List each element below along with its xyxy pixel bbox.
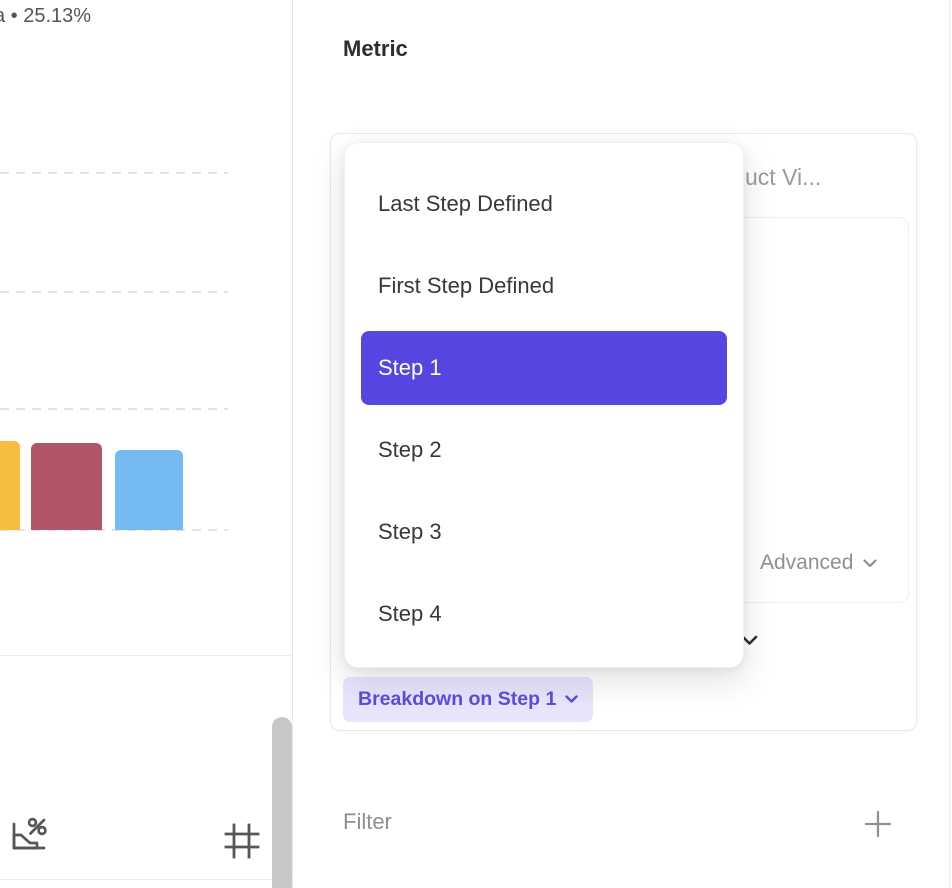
menu-item-step-2[interactable]: Step 2 (378, 437, 442, 462)
scrollbar-thumb[interactable] (272, 717, 292, 888)
advanced-label: Advanced (760, 551, 854, 574)
menu-item-last-step-defined[interactable]: Last Step Defined (378, 191, 553, 216)
menu-item-step-1[interactable]: Step 1 (361, 331, 727, 405)
menu-item-first-step-defined[interactable]: First Step Defined (378, 273, 555, 298)
funnel-bar-maroon[interactable] (31, 443, 102, 530)
chevron-down-icon (565, 695, 578, 703)
advanced-toggle[interactable]: Advanced (760, 551, 878, 575)
menu-item-step-4[interactable]: Step 4 (378, 601, 442, 626)
chart-gridline (0, 291, 228, 293)
chart-panel: a • 25.13% (0, 0, 293, 888)
funnel-bar-blue[interactable] (115, 450, 183, 530)
filter-section-title: Filter (343, 809, 392, 834)
step-dropdown: Last Step Defined First Step Defined Step … (344, 142, 744, 668)
metric-section-title: Metric (343, 36, 408, 61)
right-edge-divider (949, 0, 950, 888)
funnel-bar-yellow[interactable] (0, 441, 20, 530)
number-grid-icon[interactable] (221, 819, 263, 861)
panel-bottom-border (0, 879, 293, 880)
event-name-truncated[interactable]: uct Vi... (745, 164, 822, 190)
chart-gridline (0, 408, 228, 410)
chevron-down-icon (863, 558, 878, 567)
chart-gridline (0, 529, 228, 531)
series-legend-value: a • 25.13% (0, 5, 92, 27)
menu-item-step-3[interactable]: Step 3 (378, 519, 442, 544)
chart-gridline (0, 172, 228, 174)
breakdown-button[interactable]: Breakdown on Step 1 (343, 677, 594, 722)
add-filter-button plus-icon[interactable] (864, 810, 892, 838)
chevron-down-icon[interactable] (741, 635, 758, 646)
panel-divider (0, 655, 293, 656)
conversion-chart-icon[interactable] (6, 810, 48, 858)
breakdown-label: Breakdown on Step 1 (358, 688, 557, 710)
